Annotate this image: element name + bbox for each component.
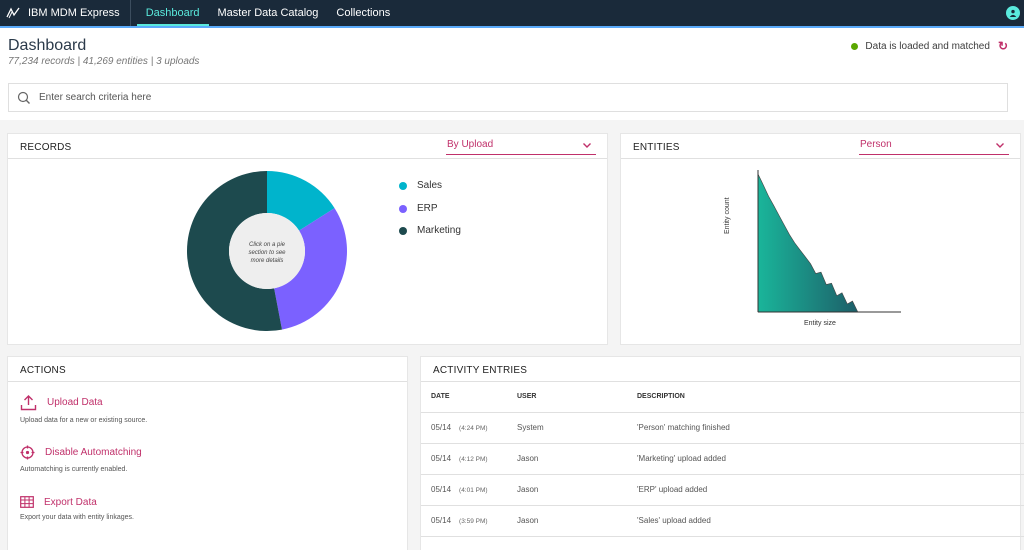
column-header-description[interactable]: DESCRIPTION <box>627 382 1024 413</box>
records-card: RECORDS By Upload Click on a pie section… <box>8 134 607 344</box>
pie-slice-sales[interactable] <box>267 171 335 231</box>
cell-user: System <box>507 412 627 444</box>
brand[interactable]: IBM MDM Express <box>0 0 131 26</box>
upload-icon <box>20 395 37 411</box>
page-summary: 77,234 records | 41,269 entities | 3 upl… <box>8 56 200 67</box>
activity-card: ACTIVITY ENTRIES DATE USER DESCRIPTION 0… <box>421 357 1024 550</box>
legend-label-sales: Sales <box>417 180 443 191</box>
activity-title: ACTIVITY ENTRIES <box>433 365 528 376</box>
cell-user: Jason <box>507 474 627 506</box>
user-avatar-icon[interactable] <box>1006 6 1020 20</box>
legend-dot-sales <box>399 181 407 190</box>
column-header-date[interactable]: DATE <box>421 382 507 413</box>
donut-center-text: Click on a pie section to see more detai… <box>248 242 286 264</box>
entities-distribution-chart[interactable] <box>731 166 911 331</box>
action-export[interactable]: Export Data Export your data with entity… <box>20 496 134 521</box>
table-row[interactable]: 05/14 (3:59 PM) Jason 'Sales' upload adde… <box>421 505 1024 537</box>
date-text: 05/14 <box>431 423 452 432</box>
donut-hole <box>229 213 305 289</box>
action-automatching[interactable]: Disable Automatching Automatching is cur… <box>20 445 142 473</box>
entities-title: ENTITIES <box>633 142 680 153</box>
time-text: (4:12 PM) <box>459 456 488 463</box>
refresh-icon[interactable]: ↻ <box>997 39 1008 53</box>
legend-dot-erp <box>399 204 407 213</box>
legend-label-marketing: Marketing <box>417 225 461 236</box>
actions-title: ACTIONS <box>20 365 66 376</box>
cell-description: 'Sales' upload added <box>627 505 1024 537</box>
entities-dropdown-value: Person <box>860 139 892 150</box>
table-row[interactable]: 05/14 (4:24 PM) System 'Person' matching … <box>421 412 1024 444</box>
cell-date: 05/14 (4:24 PM) <box>421 412 507 444</box>
app-name: IBM MDM Express <box>28 7 120 19</box>
legend-item-erp[interactable]: ERP <box>399 203 438 214</box>
tab-dashboard[interactable]: Dashboard <box>136 0 209 26</box>
automatching-desc: Automatching is currently enabled. <box>20 466 128 473</box>
tab-master-data-catalog[interactable]: Master Data Catalog <box>217 7 319 19</box>
time-text: (4:01 PM) <box>459 487 488 494</box>
upload-data-desc: Upload data for a new or existing source… <box>20 417 148 424</box>
legend-dot-marketing <box>399 226 407 235</box>
cell-description: 'Marketing' upload added <box>627 443 1024 475</box>
status-dot-icon <box>851 42 859 50</box>
cell-date: 05/14 (4:12 PM) <box>421 443 507 475</box>
chevron-down-icon <box>583 143 591 148</box>
activity-table: DATE USER DESCRIPTION 05/14 (4:24 PM) Sys… <box>421 382 1024 537</box>
date-text: 05/14 <box>431 516 452 525</box>
legend-item-marketing[interactable]: Marketing <box>399 225 461 236</box>
search-input[interactable] <box>39 92 839 103</box>
actions-card: ACTIONS Upload Data Upload data for a ne… <box>8 357 407 550</box>
records-group-dropdown[interactable]: By Upload <box>446 138 596 155</box>
y-axis-label: Entity count <box>724 197 731 234</box>
x-axis-label: Entity size <box>804 320 836 327</box>
records-title: RECORDS <box>20 142 72 153</box>
status-text: Data is loaded and matched <box>865 40 990 52</box>
column-header-user[interactable]: USER <box>507 382 627 413</box>
pie-slice-marketing[interactable] <box>186 171 282 331</box>
records-card-header: RECORDS By Upload <box>8 134 607 159</box>
cell-description: 'Person' matching finished <box>627 412 1024 444</box>
cell-date: 05/14 (3:59 PM) <box>421 505 507 537</box>
upload-data-button[interactable]: Upload Data <box>47 397 103 408</box>
page-title: Dashboard <box>8 37 87 54</box>
page-header: Dashboard 77,234 records | 41,269 entiti… <box>0 28 1024 120</box>
cell-user: Jason <box>507 443 627 475</box>
table-row[interactable]: 05/14 (4:12 PM) Jason 'Marketing' upload … <box>421 443 1024 475</box>
search-icon <box>17 91 30 104</box>
table-icon <box>20 496 34 508</box>
search-bar[interactable] <box>8 83 1008 112</box>
tab-collections[interactable]: Collections <box>336 7 391 19</box>
ibm-logo-icon <box>6 7 20 19</box>
cell-date: 05/14 (4:01 PM) <box>421 474 507 506</box>
pie-slice-erp[interactable] <box>274 208 347 330</box>
entities-card: ENTITIES Person Entity count Entity size <box>621 134 1020 344</box>
cell-description: 'ERP' upload added <box>627 474 1024 506</box>
legend-item-sales[interactable]: Sales <box>399 180 442 191</box>
records-donut-chart[interactable] <box>182 166 352 336</box>
table-row[interactable]: 05/14 (4:01 PM) Jason 'ERP' upload added <box>421 474 1024 506</box>
date-text: 05/14 <box>431 454 452 463</box>
export-data-desc: Export your data with entity linkages. <box>20 514 135 521</box>
records-dropdown-value: By Upload <box>447 139 494 150</box>
chevron-down-icon <box>996 143 1004 148</box>
entities-card-header: ENTITIES Person <box>621 134 1020 159</box>
cell-user: Jason <box>507 505 627 537</box>
top-nav: IBM MDM Express Dashboard Master Data Ca… <box>0 0 1024 28</box>
table-header-row: DATE USER DESCRIPTION <box>421 382 1024 413</box>
activity-card-header: ACTIVITY ENTRIES <box>421 357 1020 382</box>
export-data-button[interactable]: Export Data <box>44 496 97 508</box>
crosshair-icon <box>20 445 35 460</box>
action-upload[interactable]: Upload Data Upload data for a new or exi… <box>20 394 147 424</box>
data-status: Data is loaded and matched ↻ <box>851 39 1008 53</box>
time-text: (4:24 PM) <box>459 425 488 432</box>
time-text: (3:59 PM) <box>459 518 488 525</box>
actions-card-header: ACTIONS <box>8 357 407 382</box>
entities-type-dropdown[interactable]: Person <box>859 138 1009 155</box>
legend-label-erp: ERP <box>417 203 438 214</box>
disable-automatching-button[interactable]: Disable Automatching <box>45 447 142 458</box>
entity-count-area <box>757 173 863 313</box>
date-text: 05/14 <box>431 485 452 494</box>
